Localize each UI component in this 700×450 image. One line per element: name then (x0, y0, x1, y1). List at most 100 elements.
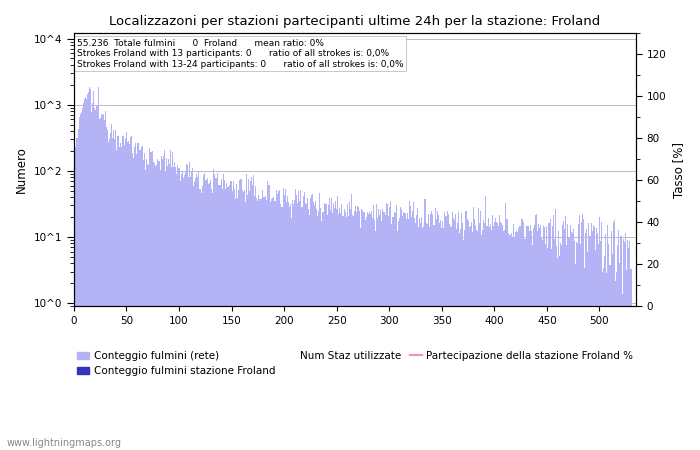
Bar (517, 232, 518, 450)
Bar (368, 214, 369, 450)
Bar (156, 165, 158, 450)
Bar (618, 230, 619, 450)
Bar (227, 187, 228, 450)
Bar (612, 222, 614, 450)
Bar (600, 241, 601, 450)
Bar (270, 202, 271, 450)
Bar (174, 162, 175, 450)
Bar (599, 217, 600, 450)
Bar (510, 234, 511, 450)
Bar (323, 202, 325, 450)
Bar (175, 167, 176, 450)
Bar (189, 162, 190, 450)
Bar (212, 194, 214, 450)
Bar (395, 213, 396, 450)
Bar (615, 281, 616, 450)
Bar (451, 226, 452, 450)
Bar (276, 190, 277, 450)
Bar (562, 225, 564, 450)
Bar (110, 133, 111, 450)
Bar (561, 245, 562, 450)
Bar (277, 194, 279, 450)
Bar (552, 226, 553, 450)
Text: 55.236  Totale fulmini      0  Froland      mean ratio: 0%
Strokes Froland with : 55.236 Totale fulmini 0 Froland mean rat… (77, 39, 403, 68)
Partecipazione della stazione Froland % (425, 303, 433, 309)
Bar (78, 117, 80, 450)
Bar (426, 224, 428, 450)
Bar (269, 185, 270, 450)
Bar (397, 231, 398, 450)
Bar (283, 188, 284, 450)
Bar (216, 178, 218, 450)
Bar (321, 221, 323, 450)
Bar (528, 231, 530, 450)
Bar (410, 206, 411, 450)
Bar (545, 244, 547, 450)
Bar (417, 207, 418, 450)
Bar (350, 209, 351, 450)
Bar (199, 189, 200, 450)
Bar (371, 211, 372, 450)
Bar (596, 228, 597, 450)
Bar (354, 211, 355, 450)
Bar (382, 209, 384, 450)
Bar (489, 224, 491, 450)
Bar (132, 153, 133, 450)
Bar (74, 169, 76, 450)
Bar (279, 190, 281, 450)
Bar (558, 231, 559, 450)
Bar (94, 108, 95, 450)
Bar (524, 239, 526, 450)
Bar (553, 215, 554, 450)
Bar (573, 229, 574, 450)
Bar (583, 219, 584, 450)
Bar (231, 181, 232, 450)
Bar (473, 207, 474, 450)
Bar (300, 190, 302, 450)
Bar (334, 207, 335, 450)
Bar (230, 180, 231, 450)
Bar (444, 212, 445, 450)
Bar (153, 162, 154, 450)
Bar (593, 225, 594, 450)
Bar (315, 201, 316, 450)
Bar (330, 210, 331, 450)
Bar (113, 130, 114, 450)
Bar (532, 245, 533, 450)
Bar (526, 226, 528, 450)
Bar (602, 272, 603, 450)
Bar (542, 240, 543, 450)
Bar (116, 150, 118, 450)
Bar (376, 204, 377, 450)
Bar (428, 227, 430, 450)
Bar (505, 203, 506, 450)
Bar (460, 229, 461, 450)
Bar (93, 90, 95, 450)
Partecipazione della stazione Froland % (626, 303, 635, 309)
Bar (317, 216, 318, 450)
Bar (511, 233, 512, 450)
Bar (225, 189, 226, 450)
Bar (457, 223, 458, 450)
Bar (308, 208, 309, 450)
Bar (468, 226, 470, 450)
Bar (306, 204, 307, 450)
Bar (99, 118, 101, 450)
Bar (196, 174, 197, 450)
Bar (629, 241, 631, 450)
Bar (581, 222, 582, 450)
Bar (394, 212, 395, 450)
Bar (328, 205, 329, 450)
Bar (370, 214, 371, 450)
Bar (503, 231, 504, 450)
Bar (401, 208, 402, 450)
Bar (214, 174, 216, 450)
Bar (158, 161, 160, 450)
Bar (325, 204, 326, 450)
Bar (126, 132, 127, 450)
Bar (477, 230, 478, 450)
Bar (187, 166, 188, 450)
Bar (338, 214, 339, 450)
Bar (80, 112, 82, 450)
Bar (260, 198, 262, 450)
